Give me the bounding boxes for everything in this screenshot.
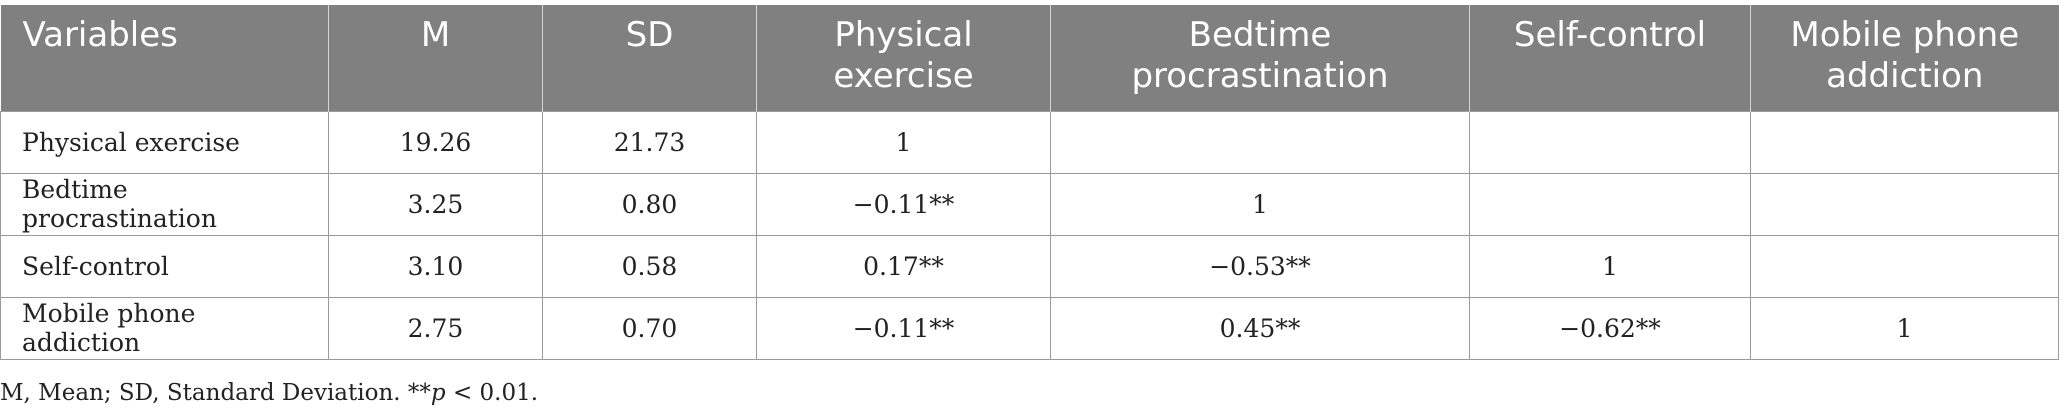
cell-correlation: −0.53** — [1050, 234, 1470, 298]
row-label: Self-control — [0, 234, 329, 298]
header-mean: M — [328, 5, 543, 111]
footnote-suffix: < 0.01. — [445, 380, 539, 406]
cell-correlation — [1750, 110, 2059, 174]
cell-correlation: 0.45** — [1050, 296, 1470, 360]
cell-sd: 0.58 — [542, 234, 757, 298]
cell-mean: 3.10 — [328, 234, 543, 298]
cell-correlation — [1050, 110, 1470, 174]
header-mobile-phone-addiction: Mobile phone addiction — [1750, 5, 2059, 111]
header-sd: SD — [542, 5, 757, 111]
table-row: Self-control 3.10 0.58 0.17** −0.53** 1 — [0, 234, 2059, 298]
cell-correlation: 1 — [756, 110, 1051, 174]
header-physical-exercise: Physical exercise — [756, 5, 1051, 111]
table-row: Physical exercise 19.26 21.73 1 — [0, 110, 2059, 174]
cell-correlation: −0.11** — [756, 172, 1051, 236]
cell-correlation: 0.17** — [756, 234, 1051, 298]
cell-mean: 19.26 — [328, 110, 543, 174]
header-variables: Variables — [0, 5, 329, 111]
correlation-table-container: Variables M SD Physical exercise Bedtime… — [0, 5, 2059, 360]
cell-correlation: 1 — [1050, 172, 1470, 236]
cell-correlation: 1 — [1469, 234, 1751, 298]
cell-correlation: 1 — [1750, 296, 2059, 360]
cell-correlation — [1469, 110, 1751, 174]
cell-correlation — [1469, 172, 1751, 236]
footnote-p-symbol: p — [430, 380, 446, 406]
table-footnote: M, Mean; SD, Standard Deviation. **p < 0… — [0, 380, 538, 406]
footnote-prefix: M, Mean; SD, Standard Deviation. ** — [0, 380, 431, 406]
header-bedtime-procrastination: Bedtime procrastination — [1050, 5, 1470, 111]
cell-mean: 3.25 — [328, 172, 543, 236]
cell-correlation: −0.62** — [1469, 296, 1751, 360]
cell-correlation — [1750, 172, 2059, 236]
cell-sd: 0.70 — [542, 296, 757, 360]
cell-correlation — [1750, 234, 2059, 298]
table-row: Mobile phone addiction 2.75 0.70 −0.11**… — [0, 296, 2059, 360]
table-row: Bedtime procrastination 3.25 0.80 −0.11*… — [0, 172, 2059, 236]
header-self-control: Self-control — [1469, 5, 1751, 111]
row-label: Mobile phone addiction — [0, 296, 329, 360]
cell-correlation: −0.11** — [756, 296, 1051, 360]
cell-mean: 2.75 — [328, 296, 543, 360]
table-header-row: Variables M SD Physical exercise Bedtime… — [0, 5, 2059, 111]
cell-sd: 21.73 — [542, 110, 757, 174]
cell-sd: 0.80 — [542, 172, 757, 236]
correlation-table: Variables M SD Physical exercise Bedtime… — [0, 5, 2059, 360]
row-label: Physical exercise — [0, 110, 329, 174]
row-label: Bedtime procrastination — [0, 172, 329, 236]
